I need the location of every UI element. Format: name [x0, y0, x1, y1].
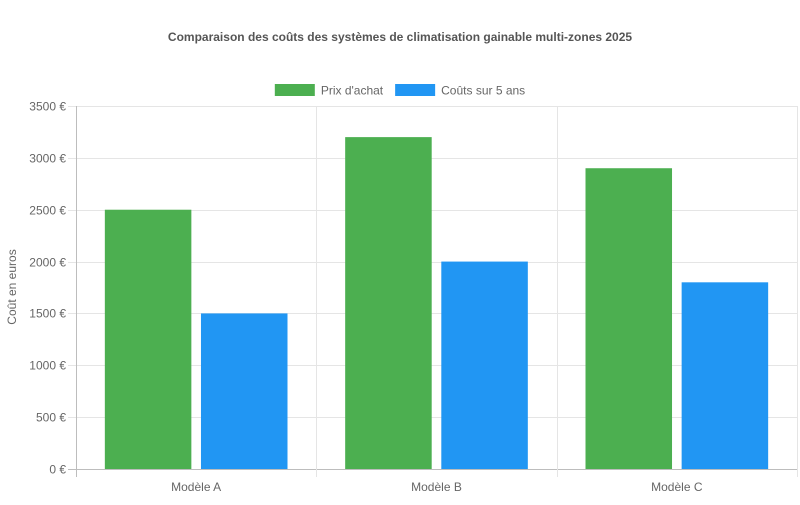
x-tick-label: Modèle B [411, 480, 462, 494]
y-tick-label: 3500 € [29, 100, 66, 114]
y-tick-label: 1500 € [29, 307, 66, 321]
bar[interactable] [441, 261, 528, 469]
axes: 0 € 500 € 1000 € 1500 € 2000 € 2500 € 3000 € 35… [29, 100, 703, 495]
y-tick-label: 2500 € [29, 204, 66, 218]
legend-label: Prix d'achat [321, 84, 384, 98]
legend-label: Coûts sur 5 ans [441, 84, 525, 98]
legend-swatch [395, 84, 436, 96]
legend-item[interactable]: Coûts sur 5 ans [395, 84, 525, 98]
bars [104, 137, 769, 469]
chart-title: Comparaison des coûts des systèmes de cl… [168, 30, 632, 44]
y-tick-label: 2000 € [29, 256, 66, 270]
y-tick-label: 500 € [36, 411, 66, 425]
x-tick-label: Modèle A [171, 480, 221, 494]
y-tick-label: 0 € [49, 463, 66, 477]
x-tick-label: Modèle C [651, 480, 703, 494]
bar[interactable] [104, 209, 192, 469]
y-tick-label: 1000 € [29, 359, 66, 373]
bar[interactable] [345, 137, 432, 469]
y-axis-label: Coût en euros [5, 249, 19, 324]
bar[interactable] [681, 282, 769, 469]
bar[interactable] [585, 168, 673, 469]
legend-item[interactable]: Prix d'achat [274, 84, 384, 98]
legend-swatch [274, 84, 315, 96]
y-tick-label: 3000 € [29, 152, 66, 166]
legend: Prix d'achat Coûts sur 5 ans [274, 84, 525, 98]
bar[interactable] [200, 313, 288, 469]
